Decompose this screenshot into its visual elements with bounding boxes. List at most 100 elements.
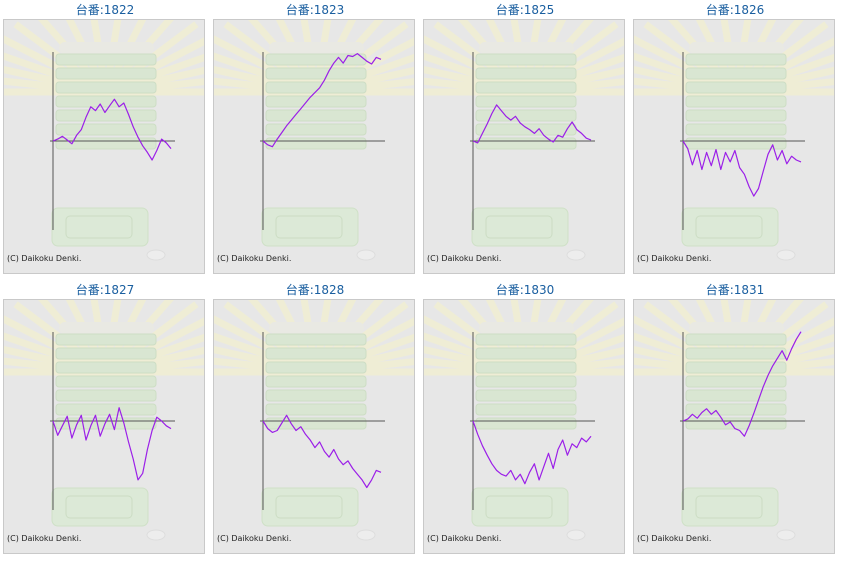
machine-tier (55, 67, 157, 80)
machine-tier (475, 53, 577, 66)
chart-title[interactable]: 台番:1826 (705, 3, 765, 17)
machine-tier (265, 403, 367, 416)
machine-tier (685, 67, 787, 80)
line-chart (634, 20, 834, 261)
chart-title[interactable]: 台番:1827 (75, 283, 135, 297)
tray-shape (261, 487, 359, 527)
line-chart (424, 300, 624, 541)
chart-panel[interactable]: 台番:1825 (C) Daikoku Denki. (420, 0, 630, 278)
background-illustration (4, 20, 204, 261)
machine-tier (685, 109, 787, 122)
line-chart (424, 20, 624, 261)
machine-tier (265, 123, 367, 136)
machine-tier (265, 109, 367, 122)
background-illustration (214, 20, 414, 261)
line-chart (214, 300, 414, 541)
background-illustration (634, 20, 834, 261)
machine-top (479, 322, 574, 334)
machine-top (269, 42, 364, 54)
machine-top (479, 42, 574, 54)
tray-shape (681, 207, 779, 247)
machine-tier (475, 417, 577, 430)
series-line (52, 98, 172, 161)
machine-top (59, 322, 154, 334)
machine-tier (55, 123, 157, 136)
machine-tier (55, 375, 157, 388)
chart-frame: (C) Daikoku Denki. (3, 299, 205, 554)
chart-title[interactable]: 台番:1823 (285, 3, 345, 17)
chart-frame: (C) Daikoku Denki. (3, 19, 205, 274)
machine-tier (685, 417, 787, 430)
chart-title[interactable]: 台番:1831 (705, 283, 765, 297)
line-chart (4, 300, 204, 541)
series-line (472, 420, 592, 485)
tray-shape (471, 207, 569, 247)
machine-tier (475, 389, 577, 402)
machine-tier (265, 375, 367, 388)
machine-tier (55, 53, 157, 66)
machine-tier (475, 95, 577, 108)
coin-shape (776, 249, 796, 261)
chart-panel[interactable]: 台番:1830 (C) Daikoku Denki. (420, 280, 630, 558)
chart-frame: (C) Daikoku Denki. (423, 19, 625, 274)
coin-shape (566, 249, 586, 261)
tray-inner (695, 215, 763, 239)
machine-tier (685, 403, 787, 416)
machine-tier (685, 375, 787, 388)
copyright-credit: (C) Daikoku Denki. (427, 534, 502, 543)
coin-shape (356, 529, 376, 541)
chart-title[interactable]: 台番:1830 (495, 283, 555, 297)
machine-tier (265, 347, 367, 360)
machine-tier (685, 333, 787, 346)
coin-shape (146, 249, 166, 261)
machine-tier (685, 81, 787, 94)
coin-shape (776, 529, 796, 541)
copyright-credit: (C) Daikoku Denki. (7, 254, 82, 263)
machine-tier (475, 375, 577, 388)
machine-tier (55, 81, 157, 94)
copyright-credit: (C) Daikoku Denki. (637, 534, 712, 543)
series-line (682, 331, 802, 437)
copyright-credit: (C) Daikoku Denki. (427, 254, 502, 263)
tray-shape (261, 207, 359, 247)
chart-frame: (C) Daikoku Denki. (213, 19, 415, 274)
chart-panel[interactable]: 台番:1827 (C) Daikoku Denki. (0, 280, 210, 558)
tray-shape (471, 487, 569, 527)
background-illustration (424, 20, 624, 261)
chart-frame: (C) Daikoku Denki. (423, 299, 625, 554)
coin-shape (146, 529, 166, 541)
line-chart (4, 20, 204, 261)
background-illustration (214, 300, 414, 541)
copyright-credit: (C) Daikoku Denki. (217, 534, 292, 543)
series-line (262, 52, 382, 148)
copyright-credit: (C) Daikoku Denki. (7, 534, 82, 543)
chart-title[interactable]: 台番:1825 (495, 3, 555, 17)
chart-title[interactable]: 台番:1828 (285, 283, 345, 297)
tray-inner (275, 215, 343, 239)
tray-inner (485, 495, 553, 519)
chart-panel[interactable]: 台番:1822 (C) Daikoku Denki. (0, 0, 210, 278)
machine-top (689, 322, 784, 334)
machine-tier (265, 95, 367, 108)
machine-tier (55, 347, 157, 360)
tray-shape (681, 487, 779, 527)
machine-top (689, 42, 784, 54)
machine-tier (55, 333, 157, 346)
background-illustration (424, 300, 624, 541)
machine-tier (265, 81, 367, 94)
chart-panel[interactable]: 台番:1828 (C) Daikoku Denki. (210, 280, 420, 558)
chart-panel[interactable]: 台番:1823 (C) Daikoku Denki. (210, 0, 420, 278)
copyright-credit: (C) Daikoku Denki. (637, 254, 712, 263)
chart-title[interactable]: 台番:1822 (75, 3, 135, 17)
chart-panel[interactable]: 台番:1826 (C) Daikoku Denki. (630, 0, 840, 278)
machine-tier (685, 53, 787, 66)
series-line (262, 414, 382, 489)
machine-tier (55, 417, 157, 430)
chart-frame: (C) Daikoku Denki. (213, 299, 415, 554)
chart-panel[interactable]: 台番:1831 (C) Daikoku Denki. (630, 280, 840, 558)
machine-tier (685, 123, 787, 136)
machine-tier (55, 403, 157, 416)
machine-tier (475, 347, 577, 360)
background-illustration (634, 300, 834, 541)
